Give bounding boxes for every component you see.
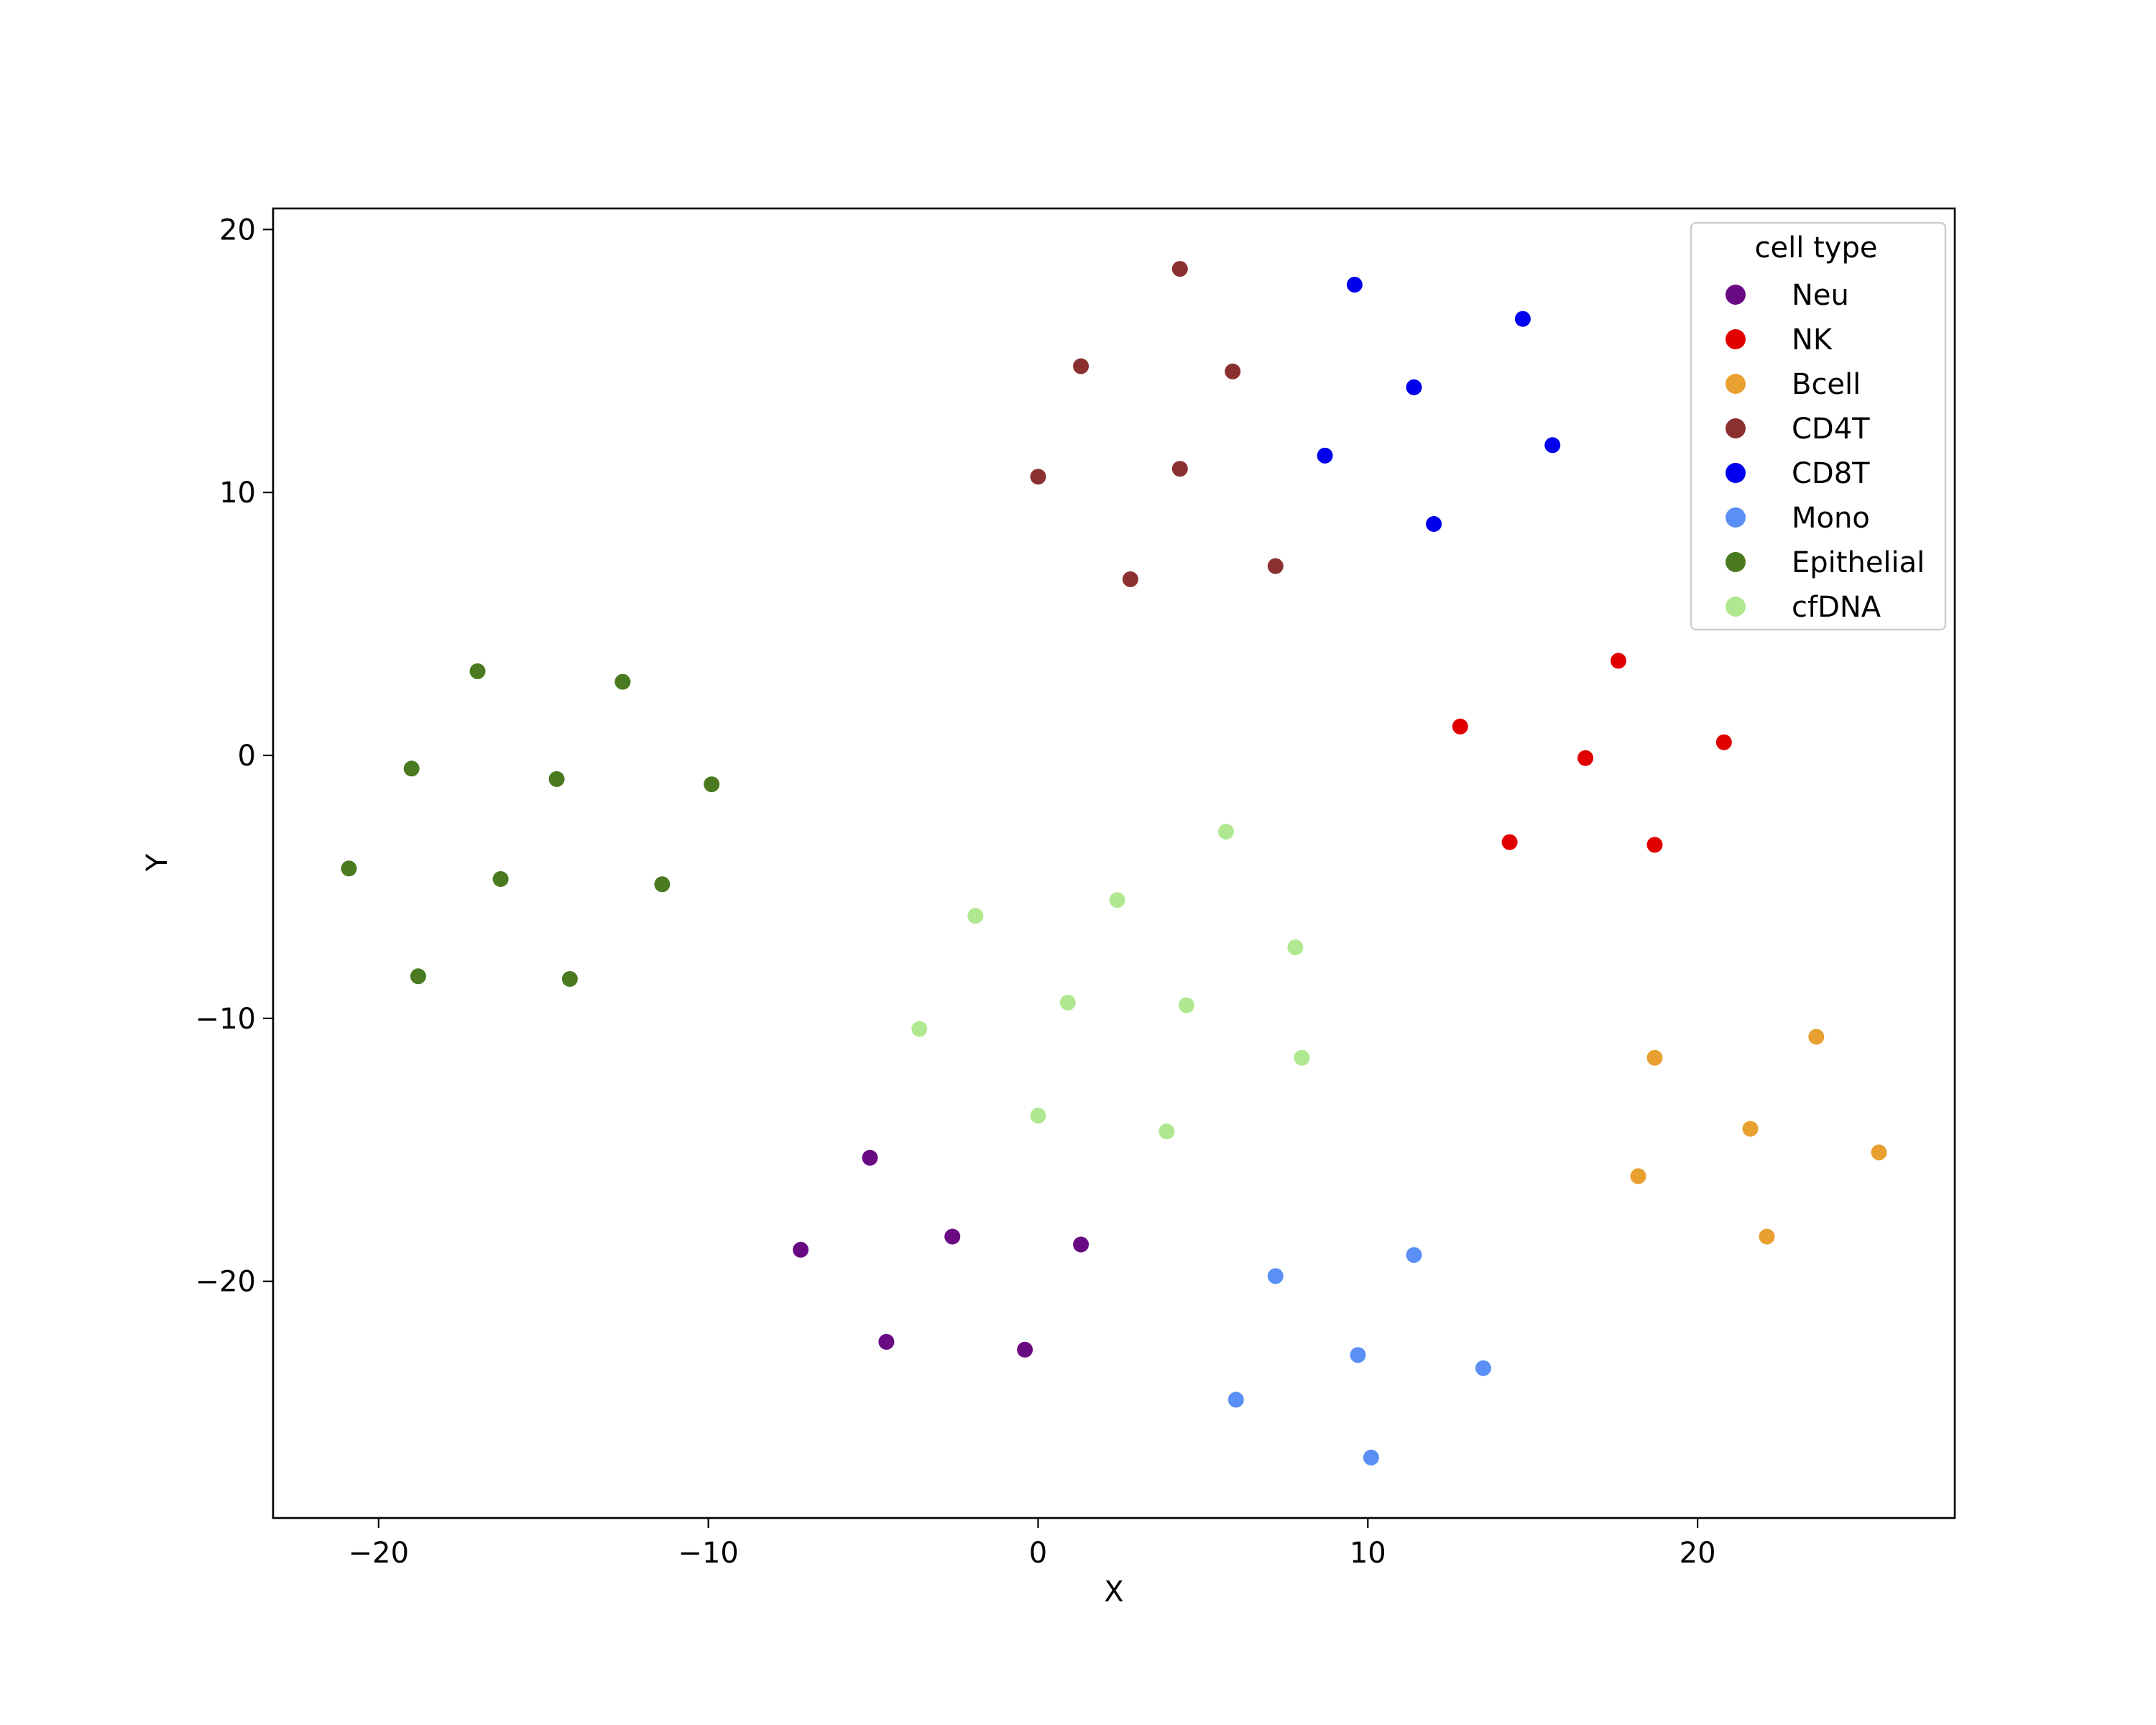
- legend-marker-bcell: [1726, 374, 1746, 394]
- point-epithelial-3: [403, 760, 420, 777]
- y-tick-label: −20: [195, 1266, 256, 1299]
- point-cfdna-9: [1030, 1108, 1046, 1124]
- legend-marker-neu: [1726, 285, 1746, 305]
- legend-label-mono: Mono: [1792, 502, 1870, 535]
- point-nk-3: [1577, 750, 1594, 766]
- point-cfdna-10: [1158, 1123, 1175, 1140]
- point-cfdna-6: [1059, 994, 1076, 1011]
- legend-box: [1690, 221, 1947, 631]
- point-cfdna-5: [911, 1021, 928, 1037]
- point-cfdna-4: [1287, 939, 1304, 956]
- point-cd4t-5: [1171, 461, 1188, 477]
- point-neu-6: [1017, 1341, 1033, 1358]
- point-neu-4: [1073, 1236, 1089, 1253]
- y-tick-label: 0: [238, 740, 256, 773]
- point-cfdna-1: [1218, 824, 1234, 840]
- point-epithelial-1: [469, 663, 486, 679]
- point-bcell-2: [1646, 1049, 1663, 1066]
- point-bcell-1: [1808, 1029, 1825, 1045]
- x-tick-label: 20: [1680, 1537, 1716, 1570]
- point-epithelial-5: [704, 776, 720, 793]
- legend-title: cell type: [1755, 231, 1878, 264]
- point-mono-4: [1475, 1360, 1491, 1376]
- point-mono-2: [1406, 1247, 1422, 1264]
- point-neu-3: [944, 1228, 961, 1245]
- point-cfdna-3: [1109, 892, 1125, 908]
- point-cd4t-6: [1122, 571, 1138, 587]
- legend-label-neu: Neu: [1792, 279, 1849, 312]
- point-mono-6: [1363, 1449, 1379, 1466]
- point-epithelial-8: [654, 876, 671, 893]
- point-neu-1: [862, 1149, 878, 1166]
- point-cd4t-4: [1030, 469, 1046, 485]
- legend-marker-cfdna: [1726, 597, 1746, 617]
- data-points: [341, 261, 1887, 1466]
- point-bcell-6: [1759, 1228, 1775, 1245]
- point-mono-1: [1267, 1268, 1284, 1284]
- point-cd4t-7: [1267, 558, 1284, 574]
- point-bcell-4: [1871, 1144, 1887, 1161]
- point-bcell-3: [1742, 1121, 1759, 1137]
- point-epithelial-7: [492, 871, 509, 887]
- point-cfdna-8: [1294, 1049, 1310, 1066]
- legend-label-cd8t: CD8T: [1792, 457, 1870, 490]
- legend-label-cd4t: CD4T: [1792, 413, 1870, 446]
- legend-marker-cd8t: [1726, 463, 1746, 483]
- x-tick-label: 10: [1350, 1537, 1386, 1570]
- legend-marker-mono: [1726, 507, 1746, 528]
- x-tick-label: −20: [349, 1537, 409, 1570]
- legend-entries: Neu NK Bcell CD4T CD8T Mono Epithelial cfDNA: [1726, 279, 1925, 624]
- point-nk-4: [1715, 734, 1732, 750]
- point-nk-5: [1501, 834, 1518, 850]
- plot-area-frame: [272, 207, 1956, 1519]
- legend-label-bcell: Bcell: [1792, 368, 1861, 401]
- point-neu-2: [793, 1241, 809, 1258]
- point-cd8t-1: [1346, 277, 1363, 293]
- y-tick-label: 10: [219, 477, 256, 510]
- x-tick-label: 0: [1029, 1537, 1047, 1570]
- point-cd8t-2: [1514, 310, 1531, 327]
- legend: cell type Neu NK Bcell CD4T CD8T Mono Epitheli…: [1690, 221, 1947, 631]
- point-mono-3: [1350, 1347, 1366, 1363]
- point-neu-5: [878, 1333, 895, 1350]
- legend-marker-epithelial: [1726, 552, 1746, 572]
- point-nk-6: [1646, 837, 1663, 853]
- legend-label-cfdna: cfDNA: [1792, 591, 1881, 624]
- point-cd8t-6: [1426, 516, 1442, 532]
- point-cd8t-5: [1317, 447, 1333, 464]
- point-epithelial-6: [341, 860, 357, 877]
- y-tick-label: 20: [219, 213, 256, 247]
- legend-marker-cd4t: [1726, 418, 1746, 438]
- axis-ticks: −20 −10 0 10 20 20 10 0 −10 −20: [195, 213, 1716, 1570]
- point-cd8t-3: [1406, 379, 1422, 395]
- point-cfdna-2: [967, 908, 984, 924]
- point-epithelial-4: [548, 770, 565, 787]
- legend-label-nk: NK: [1792, 323, 1833, 356]
- x-axis-label: X: [1104, 1576, 1123, 1609]
- x-tick-label: −10: [678, 1537, 738, 1570]
- point-nk-1: [1611, 653, 1626, 669]
- point-bcell-5: [1630, 1168, 1646, 1184]
- point-cd8t-4: [1544, 437, 1561, 454]
- point-epithelial-2: [614, 673, 631, 690]
- point-nk-2: [1452, 718, 1468, 735]
- point-epithelial-9: [410, 968, 426, 985]
- legend-marker-nk: [1726, 329, 1746, 349]
- y-tick-label: −10: [195, 1003, 256, 1036]
- point-cd4t-3: [1225, 363, 1241, 380]
- point-cd4t-1: [1171, 261, 1188, 277]
- point-cd4t-2: [1073, 358, 1089, 374]
- point-epithelial-10: [561, 971, 578, 987]
- point-cfdna-7: [1178, 997, 1194, 1013]
- y-axis-label: Y: [141, 853, 174, 872]
- legend-label-epithelial: Epithelial: [1792, 546, 1925, 579]
- point-mono-5: [1227, 1392, 1244, 1408]
